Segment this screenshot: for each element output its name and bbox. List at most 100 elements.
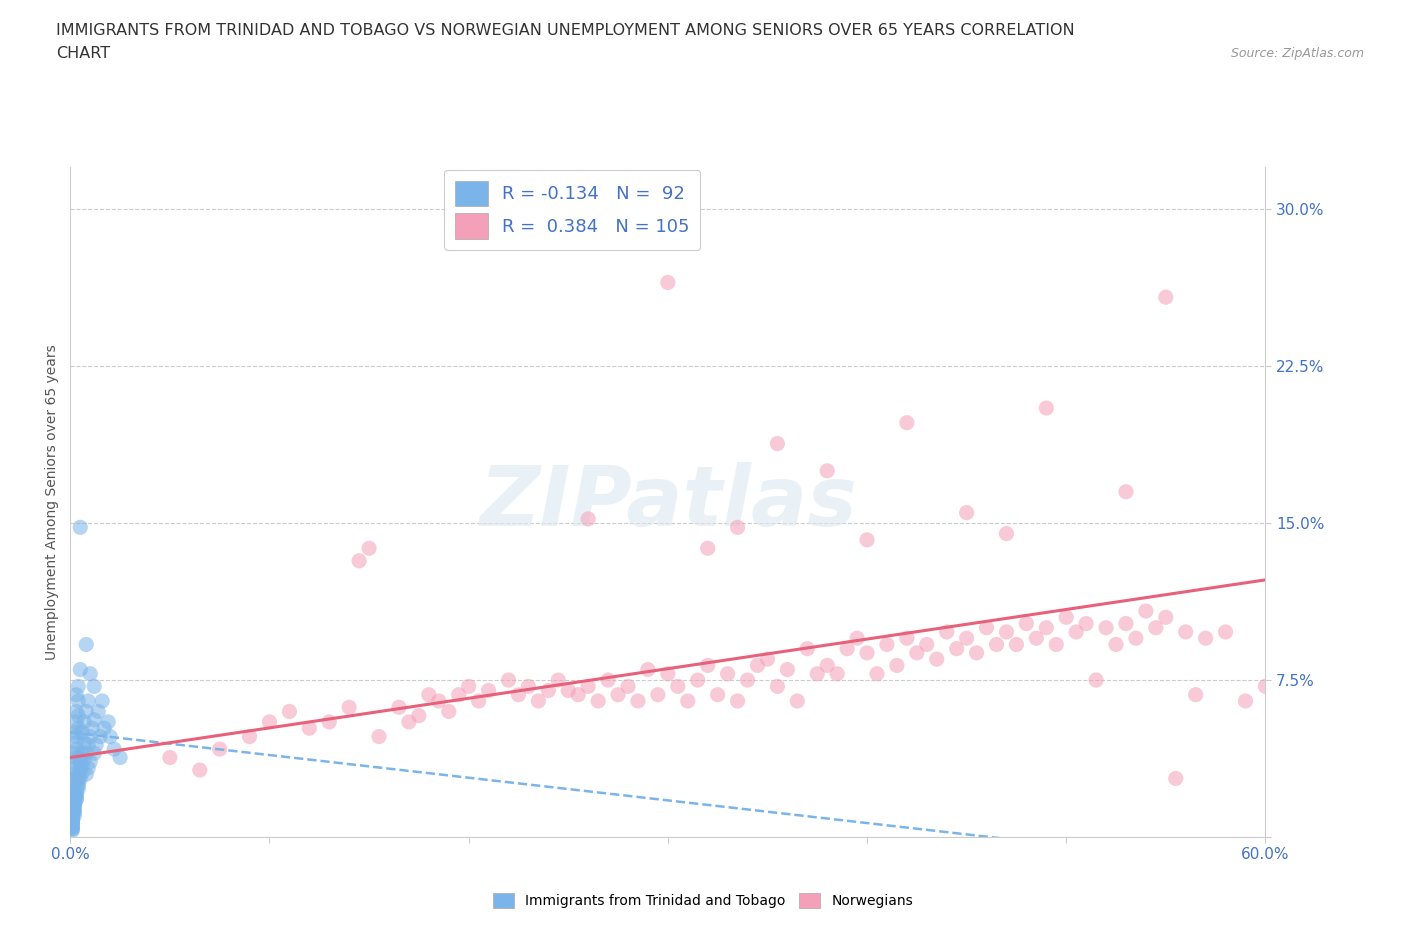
Point	[67, 721, 90, 736]
Point	[70, 764, 93, 779]
Point	[60, 817, 83, 832]
Point	[67, 781, 90, 796]
Point	[87, 704, 110, 719]
Point	[63, 796, 86, 811]
Point	[77, 761, 100, 776]
Point	[1174, 625, 1197, 640]
Y-axis label: Unemployment Among Seniors over 65 years: Unemployment Among Seniors over 65 years	[45, 344, 59, 660]
Point	[93, 721, 115, 736]
Point	[83, 712, 105, 727]
Point	[586, 694, 609, 709]
Point	[65, 792, 87, 807]
Point	[796, 642, 818, 657]
Point	[63, 796, 86, 811]
Point	[966, 645, 988, 660]
Point	[1125, 631, 1147, 645]
Point	[886, 658, 908, 673]
Point	[60, 813, 83, 828]
Point	[427, 694, 450, 709]
Point	[925, 652, 948, 667]
Point	[65, 742, 87, 757]
Point	[537, 683, 560, 698]
Point	[65, 714, 87, 729]
Point	[69, 662, 91, 677]
Point	[776, 662, 799, 677]
Point	[368, 729, 391, 744]
Legend: Immigrants from Trinidad and Tobago, Norwegians: Immigrants from Trinidad and Tobago, Nor…	[488, 888, 918, 914]
Point	[67, 777, 90, 792]
Point	[69, 750, 91, 764]
Point	[75, 704, 97, 719]
Point	[65, 704, 87, 719]
Point	[647, 687, 669, 702]
Point	[567, 687, 589, 702]
Point	[945, 642, 967, 657]
Point	[65, 750, 87, 764]
Point	[896, 416, 918, 431]
Point	[418, 687, 440, 702]
Point	[67, 709, 90, 724]
Point	[60, 804, 83, 819]
Point	[1064, 625, 1087, 640]
Point	[60, 821, 83, 836]
Point	[1045, 637, 1067, 652]
Point	[995, 526, 1018, 541]
Point	[60, 819, 83, 834]
Text: Source: ZipAtlas.com: Source: ZipAtlas.com	[1230, 46, 1364, 60]
Point	[1234, 694, 1257, 709]
Point	[75, 766, 97, 781]
Point	[98, 729, 121, 744]
Point	[766, 436, 789, 451]
Point	[1025, 631, 1047, 645]
Point	[576, 512, 599, 526]
Point	[686, 672, 709, 687]
Point	[557, 683, 579, 698]
Point	[657, 275, 679, 290]
Point	[69, 763, 91, 777]
Point	[108, 750, 131, 764]
Point	[747, 658, 769, 673]
Point	[359, 541, 381, 556]
Point	[457, 679, 479, 694]
Point	[766, 679, 789, 694]
Point	[727, 520, 749, 535]
Point	[737, 672, 759, 687]
Point	[63, 809, 86, 824]
Point	[77, 737, 100, 752]
Point	[866, 666, 889, 681]
Point	[398, 714, 420, 729]
Point	[547, 672, 569, 687]
Point	[63, 792, 86, 807]
Point	[1144, 620, 1167, 635]
Point	[63, 804, 86, 819]
Point	[1195, 631, 1218, 645]
Text: IMMIGRANTS FROM TRINIDAD AND TOBAGO VS NORWEGIAN UNEMPLOYMENT AMONG SENIORS OVER: IMMIGRANTS FROM TRINIDAD AND TOBAGO VS N…	[56, 23, 1074, 38]
Point	[1005, 637, 1028, 652]
Point	[1135, 604, 1157, 618]
Point	[70, 759, 93, 774]
Point	[408, 709, 430, 724]
Point	[60, 819, 83, 834]
Point	[69, 520, 91, 535]
Point	[63, 779, 86, 794]
Point	[67, 771, 90, 786]
Point	[208, 742, 231, 757]
Point	[60, 815, 83, 830]
Point	[607, 687, 630, 702]
Point	[637, 662, 659, 677]
Point	[65, 788, 87, 803]
Point	[467, 694, 489, 709]
Point	[856, 645, 879, 660]
Point	[65, 788, 87, 803]
Point	[65, 687, 87, 702]
Point	[67, 766, 90, 781]
Point	[63, 796, 86, 811]
Point	[1274, 499, 1296, 514]
Point	[75, 637, 97, 652]
Point	[1184, 687, 1206, 702]
Point	[825, 666, 848, 681]
Point	[73, 736, 96, 751]
Point	[69, 771, 91, 786]
Point	[876, 637, 898, 652]
Point	[60, 815, 83, 830]
